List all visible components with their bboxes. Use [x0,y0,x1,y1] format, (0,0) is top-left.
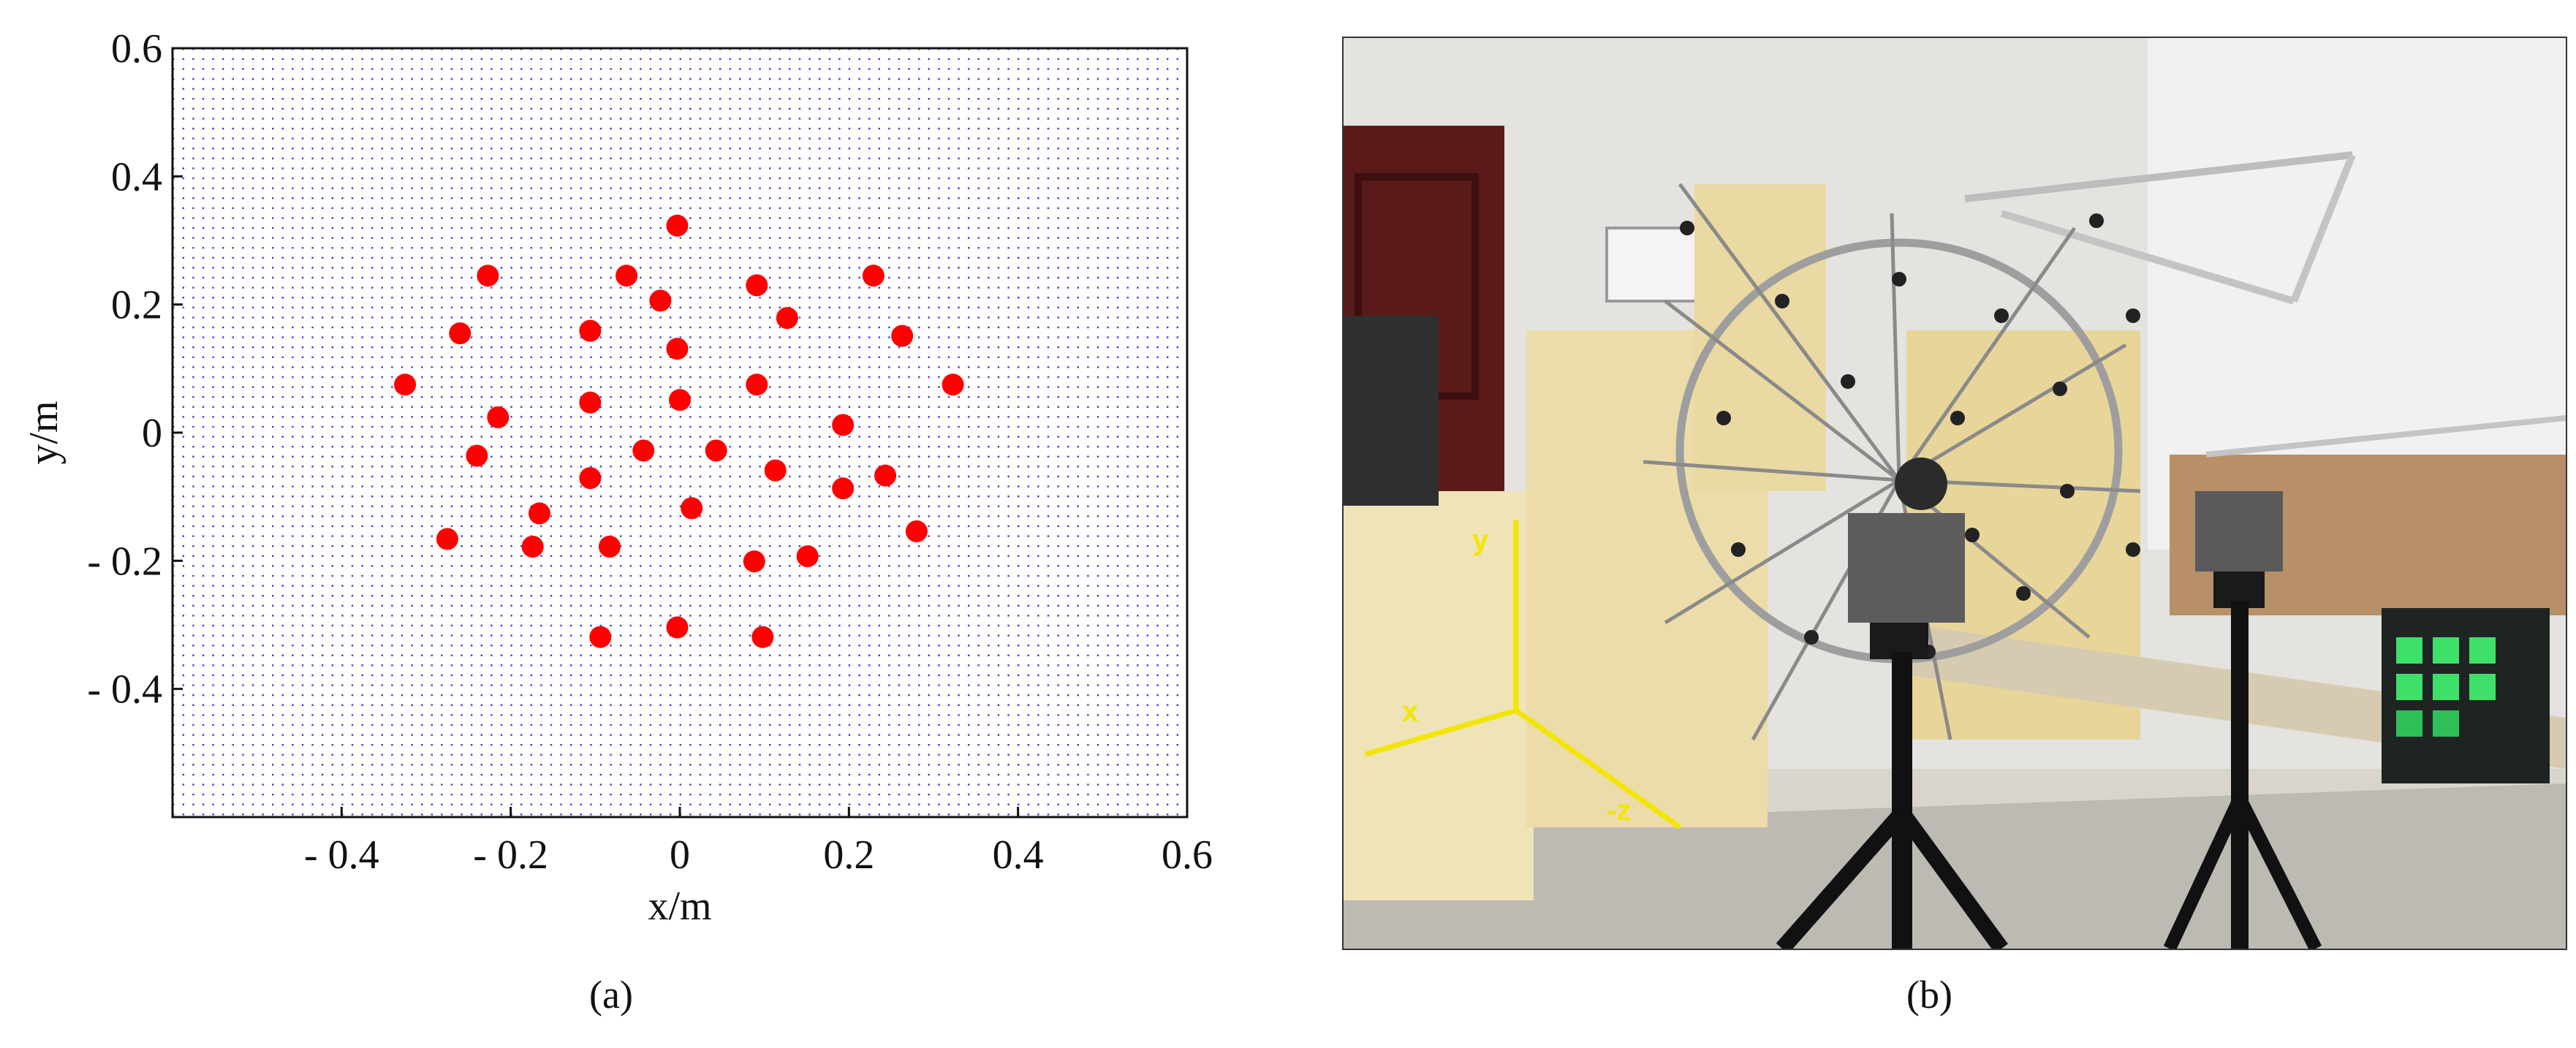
wheel-hub [1895,457,1947,510]
y-tick-label: 0.4 [111,154,162,200]
data-point [477,265,499,287]
photo-x-label: x [1402,696,1418,728]
data-point [942,373,964,396]
x-tick-label: - 0.4 [304,832,379,878]
data-point [764,459,787,482]
y-tick-label: - 0.2 [87,539,162,584]
data-point [796,545,819,568]
data-point [599,536,621,558]
data-point [743,550,765,573]
foam-panel [1344,491,1534,900]
data-point [436,528,458,550]
y-axis-label: y/m [21,400,67,464]
frame-rod [1964,151,2353,202]
axis-ticks: - 0.4 - 0.2 0 0.2 0.4 0.6 0.6 0.4 0.2 0 - 0.2 - 0.4 [87,26,1213,878]
y-tick-label: 0 [142,411,162,456]
frame-rod [2290,153,2356,303]
data-point [579,467,602,490]
data-point [832,477,855,500]
data-point [666,616,689,639]
data-point [862,265,884,287]
data-point [751,626,774,648]
grid-dots [173,48,1187,817]
x-tick-label: 0 [670,832,690,878]
photo-illustration: y x -z [1344,38,2566,949]
y-tick-label: - 0.4 [87,667,162,713]
data-point [487,406,509,428]
data-point [579,391,602,414]
data-point [666,338,689,360]
caption-b: (b) [1906,973,1952,1017]
data-point [615,265,638,287]
data-point [529,502,550,525]
foam-panel-dark [1344,316,1439,506]
led-grid [2396,637,2496,737]
tripod-left [1776,513,2008,949]
x-axis-line [1365,707,1517,757]
frame-rod [2205,415,2566,457]
data-point [466,444,488,467]
photo-y-label: y [1472,524,1489,556]
photo-z-label: -z [1607,794,1631,827]
data-point [394,373,417,396]
x-tick-label: 0.2 [823,832,874,878]
caption-a: (a) [589,973,633,1017]
data-point [874,464,897,487]
frame-rod [2000,210,2295,305]
experiment-photo: y x -z [1342,37,2567,950]
data-point [681,497,703,520]
data-point [632,439,655,462]
x-tick-label: 0.6 [1162,832,1213,878]
data-point [649,289,672,312]
data-point [905,520,928,542]
chart-a: - 0.4- 0.2 0 0.2 0.4 0.60.60.40.20- 0.2- 0.4… [21,26,1213,929]
x-tick-label: 0.4 [993,832,1044,878]
coordinate-axes [1365,520,1682,829]
data-point [705,439,727,462]
z-axis-line [1514,708,1682,829]
y-tick-label: 0.2 [111,283,162,328]
data-point [669,389,691,411]
data-point [666,214,689,237]
data-point [746,373,768,396]
x-tick-label: - 0.2 [473,832,548,878]
data-point [832,414,855,436]
data-point [579,319,602,342]
x-axis-label: x/m [648,884,711,929]
data-point [449,322,471,345]
data-point [521,536,544,558]
scatter-points [394,214,964,648]
data-point [746,274,768,297]
tripod-right [2163,491,2322,949]
data-point [776,307,798,330]
data-point [891,324,914,347]
data-point [589,626,612,648]
y-tick-label: 0.6 [111,26,162,72]
